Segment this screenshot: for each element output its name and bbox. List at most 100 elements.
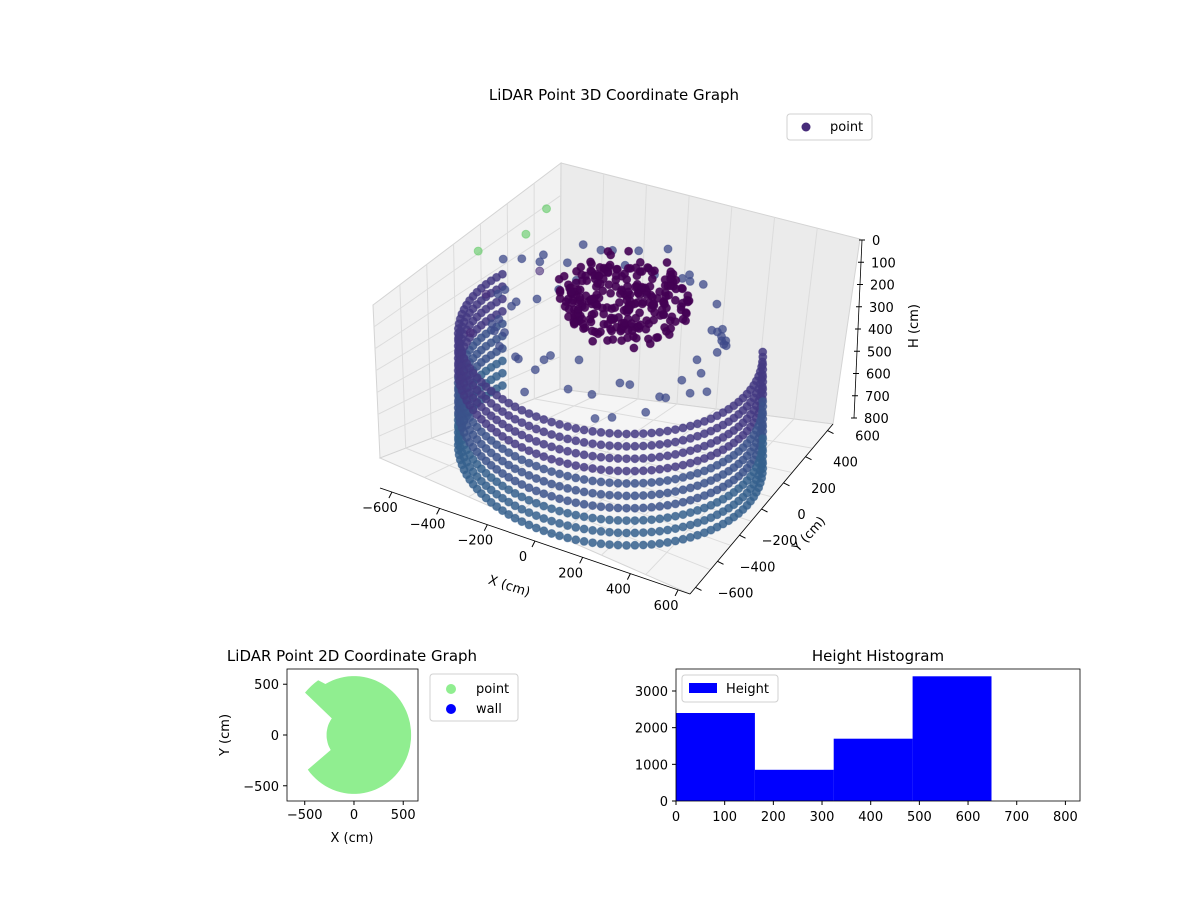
data-point bbox=[574, 355, 584, 365]
data-point bbox=[539, 514, 549, 523]
data-point bbox=[563, 422, 573, 432]
data-point bbox=[758, 384, 768, 394]
data-point bbox=[655, 514, 665, 524]
legend-2d: point wall bbox=[429, 673, 519, 722]
data-point bbox=[555, 494, 564, 504]
data-point bbox=[555, 419, 564, 429]
data-point bbox=[517, 467, 527, 477]
data-point bbox=[524, 409, 534, 419]
data-point bbox=[666, 281, 675, 291]
data-point bbox=[607, 412, 617, 422]
y-tick bbox=[739, 534, 746, 539]
histogram-y-tick-label: 0 bbox=[660, 795, 668, 810]
data-point bbox=[663, 438, 673, 448]
data-point bbox=[555, 457, 564, 467]
data-point bbox=[563, 434, 573, 444]
y-tick-label: −600 bbox=[718, 586, 754, 601]
data-point bbox=[596, 477, 606, 487]
data-point bbox=[524, 446, 534, 456]
histogram-bar bbox=[676, 713, 755, 801]
x-axis-label-2d: X (cm) bbox=[331, 831, 374, 846]
legend-3d-label: point bbox=[830, 120, 863, 135]
data-point bbox=[606, 288, 616, 298]
data-point bbox=[647, 515, 657, 525]
data-point bbox=[630, 478, 640, 488]
data-point bbox=[719, 339, 729, 349]
histogram-legend-frame bbox=[681, 674, 779, 703]
data-point bbox=[661, 393, 671, 403]
data-point bbox=[663, 476, 673, 485]
data-point bbox=[500, 328, 509, 337]
data-point bbox=[579, 512, 589, 522]
data-point bbox=[758, 421, 768, 431]
data-point bbox=[655, 489, 665, 499]
data-point bbox=[588, 501, 598, 511]
y-tick bbox=[805, 456, 812, 461]
data-point bbox=[606, 315, 616, 325]
data-point bbox=[637, 299, 647, 309]
data-point bbox=[596, 465, 606, 475]
data-point bbox=[613, 491, 623, 501]
data-point bbox=[563, 533, 573, 543]
data-point bbox=[563, 446, 573, 456]
data-point bbox=[604, 280, 614, 290]
data-point bbox=[678, 435, 688, 445]
histogram-x-tick-label: 600 bbox=[956, 810, 981, 825]
data-point bbox=[588, 513, 598, 523]
data-point bbox=[623, 287, 633, 297]
x-tick-label-2d: −500 bbox=[287, 808, 323, 823]
data-point bbox=[613, 454, 623, 463]
data-point bbox=[555, 506, 564, 516]
data-point bbox=[489, 326, 499, 336]
data-point bbox=[571, 461, 581, 471]
data-point bbox=[563, 508, 573, 518]
data-point bbox=[539, 439, 549, 449]
data-point bbox=[531, 523, 541, 533]
data-point bbox=[571, 473, 581, 483]
data-point bbox=[530, 365, 540, 375]
histogram-legend-label: Height bbox=[726, 682, 769, 697]
data-point bbox=[588, 426, 598, 436]
data-point bbox=[630, 491, 640, 501]
data-point bbox=[657, 305, 667, 315]
data-point bbox=[578, 240, 588, 250]
data-point bbox=[547, 430, 557, 439]
data-point bbox=[649, 299, 659, 309]
legend-3d-marker bbox=[801, 122, 811, 132]
data-point bbox=[685, 388, 695, 398]
y-tick bbox=[717, 560, 724, 565]
data-point bbox=[712, 299, 722, 309]
data-point bbox=[517, 455, 527, 465]
data-point bbox=[495, 341, 504, 351]
histogram-title: Height Histogram bbox=[812, 647, 944, 665]
data-point bbox=[678, 472, 688, 482]
data-point bbox=[594, 271, 604, 281]
data-point bbox=[596, 327, 605, 337]
data-point bbox=[547, 479, 557, 489]
data-point bbox=[622, 503, 631, 513]
data-point bbox=[524, 520, 534, 530]
points-2d bbox=[305, 676, 412, 794]
data-point bbox=[547, 454, 557, 464]
z-tick-label: 100 bbox=[871, 256, 896, 271]
histogram-x-tick-label: 500 bbox=[907, 810, 932, 825]
data-point bbox=[647, 490, 657, 500]
data-point bbox=[647, 527, 657, 537]
data-point bbox=[531, 436, 541, 446]
data-point bbox=[650, 308, 660, 317]
grid-line bbox=[793, 228, 818, 420]
data-point bbox=[547, 491, 557, 501]
data-point bbox=[596, 514, 606, 524]
x-tick-label: 600 bbox=[654, 599, 679, 614]
legend-2d-marker-wall bbox=[446, 704, 456, 714]
data-point bbox=[613, 466, 623, 476]
data-point bbox=[682, 295, 692, 305]
data-point bbox=[663, 488, 673, 498]
data-point bbox=[575, 285, 585, 295]
data-point bbox=[655, 452, 665, 462]
data-point bbox=[539, 501, 549, 511]
data-point bbox=[664, 290, 674, 300]
data-point bbox=[685, 270, 694, 280]
data-point bbox=[712, 327, 722, 337]
data-point bbox=[638, 466, 648, 476]
